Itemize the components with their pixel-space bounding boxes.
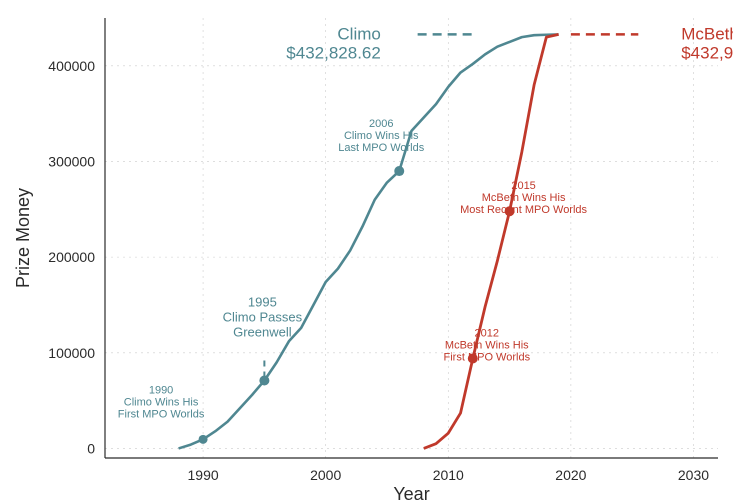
y-tick-label: 200000 [48,249,95,265]
x-tick-label: 2020 [555,467,586,483]
annotation-year: 1995 [248,295,277,310]
annotation-text: McBeth Wins His [445,340,529,352]
annotation-year: 1990 [149,384,173,396]
annotation-text: Most Recent MPO Worlds [460,204,587,216]
legend-value-mcbeth: $432,908.09 [681,43,733,62]
x-tick-label: 1990 [188,467,219,483]
series-marker [199,435,208,444]
annotation-year: 2012 [475,328,499,340]
series-marker [394,166,404,176]
annotation-year: 2006 [369,118,393,130]
annotation-year: 2015 [511,180,535,192]
annotation-text: Greenwell [233,325,292,340]
annotation-text: McBeth Wins His [482,192,566,204]
y-tick-label: 0 [87,440,95,456]
x-tick-label: 2030 [678,467,709,483]
y-tick-label: 300000 [48,153,95,169]
y-axis-label: Prize Money [13,188,33,288]
series-marker [259,376,269,386]
annotation-text: First MPO Worlds [444,352,531,364]
series-mcbeth [424,34,559,448]
y-tick-label: 100000 [48,345,95,361]
legend-name-climo: Climo [337,24,380,43]
annotation-text: First MPO Worlds [118,408,205,420]
legend-name-mcbeth: McBeth [681,24,733,43]
annotation-text: Climo Wins His [124,396,199,408]
chart-svg: 0 100000 200000 300000 400000 1990 2000 2010 202… [0,0,733,500]
x-tick-label: 2010 [433,467,464,483]
y-tick-label: 400000 [48,58,95,74]
x-tick-label: 2000 [310,467,341,483]
annotation-text: Climo Wins His [344,130,419,142]
prize-money-chart: 0 100000 200000 300000 400000 1990 2000 2010 202… [0,0,733,500]
x-axis-label: Year [393,484,429,500]
annotation-text: Climo Passes [223,310,303,325]
legend-value-climo: $432,828.62 [286,43,381,62]
annotation-text: Last MPO Worlds [338,142,424,154]
